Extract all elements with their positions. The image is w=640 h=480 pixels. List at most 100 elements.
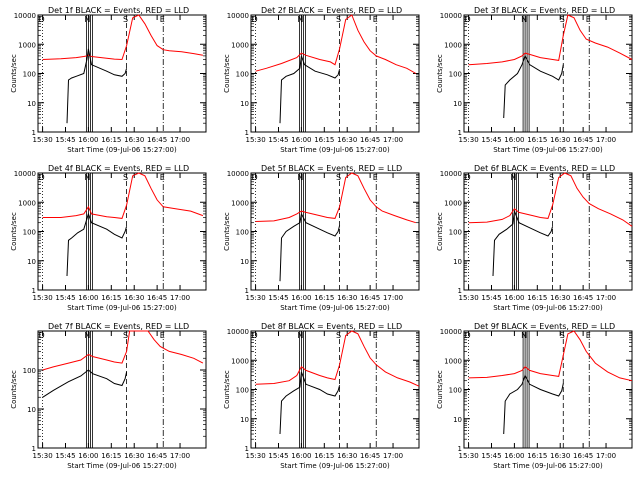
x-tick-label: 15:30 [458,294,478,302]
panel-title: Det 2f BLACK = Events, RED = LLD [261,6,402,15]
marker-label-e: E [373,331,378,340]
marker-label-d: D [464,173,470,182]
panel-title: Det 1f BLACK = Events, RED = LLD [48,6,189,15]
marker-label-e: E [373,15,378,24]
y-tick-label: 10 [240,258,249,266]
y-axis-label: Counts/sec [10,212,18,251]
plot-frame [463,172,633,291]
marker-label-s: S [560,15,565,24]
y-tick-label: 1000 [231,41,249,49]
y-axis-label: Counts/sec [436,54,444,93]
x-tick-label: 15:45 [268,294,288,302]
y-tick-label: 1000 [444,357,462,365]
series-lld [255,330,420,387]
series-events [503,374,564,435]
x-tick-label: 16:15 [527,136,547,144]
y-tick-label: 100 [236,387,249,395]
x-tick-label: 15:30 [32,136,52,144]
y-tick-label: 1000 [18,199,36,207]
series-events [503,54,564,119]
y-tick-label: 1000 [18,41,36,49]
x-tick-label: 16:30 [550,294,570,302]
panel-4: 1 10 100 1000 10000 15:30 15:45 16:00 16:15 16:30… [10,164,207,312]
plot-frame [463,330,633,449]
plot-frame [37,14,207,133]
panel-title: Det 3f BLACK = Events, RED = LLD [474,6,615,15]
x-tick-label: 16:00 [504,294,524,302]
y-axis-label: Counts/sec [10,54,18,93]
x-tick-label: 16:15 [101,136,121,144]
x-tick-label: 16:45 [147,452,167,460]
y-axis-label: Counts/sec [10,370,18,409]
x-tick-label: 16:15 [527,294,547,302]
y-tick-label: 1000 [231,357,249,365]
x-tick-label: 16:00 [504,136,524,144]
y-tick-label: 100 [449,71,462,79]
y-tick-label: 100 [236,71,249,79]
panel-3: 1 10 100 1000 10000 15:30 15:45 16:00 16:15 16:30… [436,6,633,154]
y-tick-label: 10 [240,100,249,108]
panel-title: Det 5f BLACK = Events, RED = LLD [261,164,402,173]
y-tick-label: 1000 [444,41,462,49]
x-tick-label: 16:00 [78,294,98,302]
series-events [42,369,128,398]
x-tick-label: 15:45 [55,136,75,144]
marker-label-n: N [297,173,303,182]
y-tick-label: 1 [458,445,462,453]
x-tick-label: 15:30 [32,294,52,302]
x-tick-label: 15:45 [268,452,288,460]
y-tick-label: 100 [236,229,249,237]
marker-label-e: E [586,331,591,340]
marker-label-e: E [160,15,165,24]
x-tick-label: 16:00 [504,452,524,460]
plot-frame [463,14,633,133]
x-tick-label: 15:30 [245,452,265,460]
marker-label-n: N [521,15,527,24]
x-axis-label: Start Time (09-Jul-06 15:27:00) [493,462,603,470]
marker-label-s: S [549,173,554,182]
y-tick-label: 1000 [444,199,462,207]
marker-label-n: N [297,331,303,340]
y-tick-label: 1 [245,287,249,295]
y-tick-label: 10 [240,416,249,424]
y-tick-label: 1 [32,129,36,137]
x-tick-label: 15:45 [481,294,501,302]
x-tick-label: 15:45 [268,136,288,144]
marker-label-d: D [38,15,44,24]
series-events [66,48,128,124]
x-tick-label: 16:15 [527,452,547,460]
x-tick-label: 16:15 [314,294,334,302]
y-tick-label: 100 [23,229,36,237]
y-tick-label: 1 [458,287,462,295]
plot-frame [250,330,420,449]
marker-label-s: S [123,15,128,24]
panel-title: Det 9f BLACK = Events, RED = LLD [474,322,615,331]
panel-title: Det 7f BLACK = Events, RED = LLD [48,322,189,331]
x-tick-label: 15:45 [481,452,501,460]
x-tick-label: 17:00 [596,452,616,460]
x-tick-label: 16:30 [550,136,570,144]
y-tick-label: 100 [449,229,462,237]
series-lld [255,172,417,224]
x-tick-label: 16:15 [101,452,121,460]
marker-label-s: S [336,331,341,340]
y-tick-label: 10000 [14,170,36,178]
panel-title: Det 8f BLACK = Events, RED = LLD [261,322,402,331]
series-lld [468,330,633,382]
series-lld [42,172,204,219]
x-tick-label: 16:00 [78,452,98,460]
y-tick-label: 10 [27,100,36,108]
y-tick-label: 1 [32,445,36,453]
series-events [279,371,341,435]
x-tick-label: 17:00 [170,136,190,144]
series-lld [255,14,417,74]
x-axis-label: Start Time (09-Jul-06 15:27:00) [280,304,390,312]
series-events [279,55,341,124]
x-tick-label: 16:15 [101,294,121,302]
y-axis-label: Counts/sec [223,212,231,251]
x-axis-label: Start Time (09-Jul-06 15:27:00) [493,146,603,154]
marker-label-e: E [160,331,165,340]
y-tick-label: 1000 [231,199,249,207]
x-tick-label: 16:30 [124,136,144,144]
